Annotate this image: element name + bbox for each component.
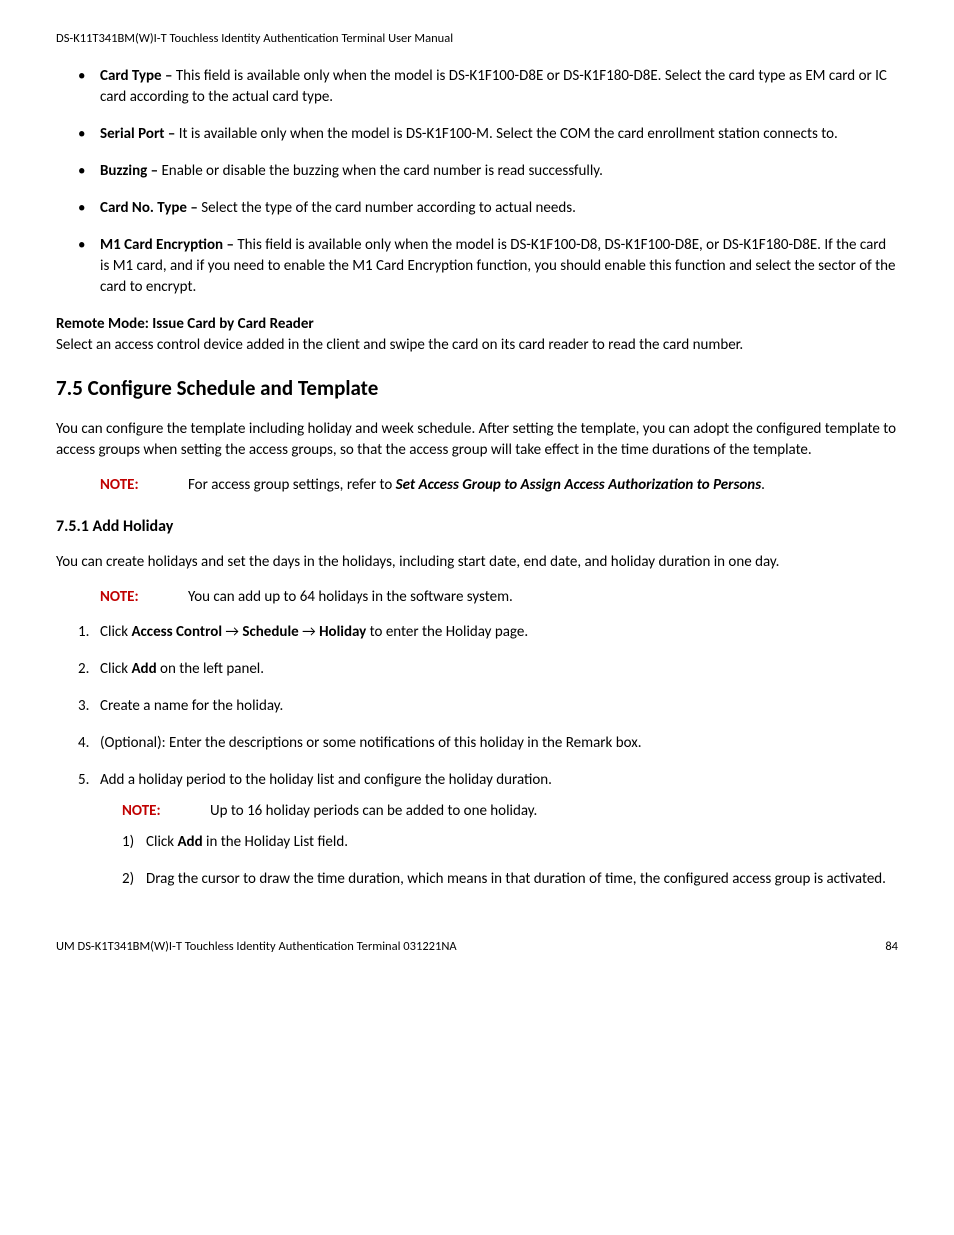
- bullet-text: It is available only when the model is D…: [179, 125, 838, 143]
- step-bold: Access Control: [131, 623, 222, 641]
- note-label: NOTE:: [122, 801, 210, 822]
- section-note: NOTE: For access group settings, refer t…: [56, 475, 898, 496]
- step-5: Add a holiday period to the holiday list…: [78, 770, 898, 890]
- step-5-note: NOTE: Up to 16 holiday periods can be ad…: [100, 801, 898, 822]
- bullet-text: This field is available only when the mo…: [100, 67, 887, 106]
- step-text: Click: [100, 660, 131, 678]
- note-reference: Set Access Group to Assign Access Author…: [396, 476, 761, 494]
- step-4: (Optional): Enter the descriptions or so…: [78, 733, 898, 754]
- bullet-buzzing: Buzzing – Enable or disable the buzzing …: [78, 161, 898, 182]
- step-text: on the left panel.: [157, 660, 264, 678]
- page-header: DS-K11T341BM(W)I-T Touchless Identity Au…: [56, 30, 898, 48]
- step-text: Add a holiday period to the holiday list…: [100, 771, 552, 789]
- note-label: NOTE:: [100, 587, 188, 608]
- bullet-text: Select the type of the card number accor…: [201, 199, 576, 217]
- bullet-card-type: Card Type – This field is available only…: [78, 66, 898, 108]
- remote-mode-body: Select an access control device added in…: [56, 336, 743, 354]
- footer-left: UM DS-K1T341BM(W)I-T Touchless Identity …: [56, 938, 457, 956]
- field-bullet-list: Card Type – This field is available only…: [56, 66, 898, 298]
- bullet-label: M1 Card Encryption –: [100, 236, 237, 254]
- step-2: Click Add on the left panel.: [78, 659, 898, 680]
- substep-2: Drag the cursor to draw the time duratio…: [122, 869, 898, 890]
- step-5-substeps: Click Add in the Holiday List field. Dra…: [100, 832, 898, 890]
- note-body: You can add up to 64 holidays in the sof…: [188, 587, 898, 608]
- arrow: →: [299, 623, 319, 641]
- arrow: →: [222, 623, 242, 641]
- bullet-label: Card Type –: [100, 67, 176, 85]
- bullet-card-no-type: Card No. Type – Select the type of the c…: [78, 198, 898, 219]
- step-3: Create a name for the holiday.: [78, 696, 898, 717]
- bullet-m1-encryption: M1 Card Encryption – This field is avail…: [78, 235, 898, 298]
- substep-1: Click Add in the Holiday List field.: [122, 832, 898, 853]
- bullet-text: Enable or disable the buzzing when the c…: [161, 162, 602, 180]
- page-footer: UM DS-K1T341BM(W)I-T Touchless Identity …: [56, 938, 898, 956]
- bullet-serial-port: Serial Port – It is available only when …: [78, 124, 898, 145]
- remote-mode-title: Remote Mode: Issue Card by Card Reader: [56, 315, 314, 333]
- note-prefix: For access group settings, refer to: [188, 476, 396, 494]
- section-heading: 7.5 Configure Schedule and Template: [56, 374, 898, 403]
- subsection-note: NOTE: You can add up to 64 holidays in t…: [56, 587, 898, 608]
- note-suffix: .: [761, 476, 765, 494]
- step-bold: Holiday: [319, 623, 366, 641]
- steps-list: Click Access Control → Schedule → Holida…: [56, 622, 898, 890]
- step-text: Click: [100, 623, 131, 641]
- note-body: For access group settings, refer to Set …: [188, 475, 898, 496]
- step-1: Click Access Control → Schedule → Holida…: [78, 622, 898, 643]
- substep-text: Click: [146, 833, 177, 851]
- substep-bold: Add: [177, 833, 202, 851]
- section-intro: You can configure the template including…: [56, 419, 898, 461]
- step-text: to enter the Holiday page.: [366, 623, 528, 641]
- footer-page-number: 84: [885, 938, 898, 956]
- step-bold: Add: [131, 660, 156, 678]
- bullet-label: Serial Port –: [100, 125, 179, 143]
- note-label: NOTE:: [100, 475, 188, 496]
- subsection-heading: 7.5.1 Add Holiday: [56, 516, 898, 538]
- bullet-label: Buzzing –: [100, 162, 161, 180]
- bullet-label: Card No. Type –: [100, 199, 201, 217]
- remote-mode-block: Remote Mode: Issue Card by Card Reader S…: [56, 314, 898, 356]
- step-bold: Schedule: [242, 623, 298, 641]
- subsection-intro: You can create holidays and set the days…: [56, 552, 898, 573]
- note-body: Up to 16 holiday periods can be added to…: [210, 801, 898, 822]
- substep-text: in the Holiday List field.: [203, 833, 348, 851]
